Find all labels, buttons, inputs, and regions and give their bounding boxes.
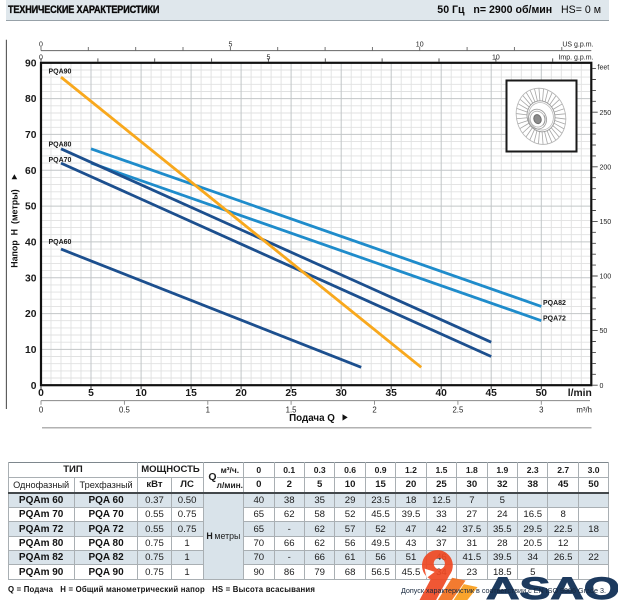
svg-text:50: 50 <box>25 202 37 213</box>
svg-text:0.5: 0.5 <box>119 406 131 415</box>
svg-text:40: 40 <box>25 238 37 249</box>
svg-text:90: 90 <box>25 58 37 69</box>
svg-text:45: 45 <box>485 388 497 399</box>
svg-text:0: 0 <box>600 383 604 390</box>
svg-text:10: 10 <box>416 41 424 48</box>
svg-text:PQA82: PQA82 <box>543 300 566 307</box>
svg-text:50: 50 <box>600 328 608 335</box>
svg-text:PQA80: PQA80 <box>49 142 72 149</box>
svg-text:PQA60: PQA60 <box>49 239 72 246</box>
svg-text:5: 5 <box>88 388 94 399</box>
svg-text:PQA90: PQA90 <box>49 68 72 75</box>
svg-text:80: 80 <box>25 94 37 105</box>
svg-text:3: 3 <box>539 406 543 415</box>
svg-text:0: 0 <box>31 381 37 392</box>
svg-text:35: 35 <box>385 388 397 399</box>
svg-text:200: 200 <box>600 164 612 171</box>
svg-text:150: 150 <box>600 219 612 226</box>
svg-text:0: 0 <box>38 388 44 399</box>
svg-text:0: 0 <box>39 406 44 415</box>
svg-text:60: 60 <box>25 166 37 177</box>
svg-text:Напор H (метры): Напор H (метры) <box>10 189 20 268</box>
svg-text:1.5: 1.5 <box>286 406 298 415</box>
svg-text:15: 15 <box>185 388 197 399</box>
svg-text:Подача Q: Подача Q <box>289 413 335 424</box>
svg-text:2: 2 <box>372 406 376 415</box>
svg-text:10: 10 <box>492 54 500 61</box>
svg-text:5: 5 <box>266 54 270 61</box>
svg-text:10: 10 <box>135 388 147 399</box>
svg-text:70: 70 <box>25 130 37 141</box>
svg-text:m³/h: m³/h <box>576 406 592 415</box>
svg-text:20: 20 <box>235 388 247 399</box>
svg-text:5: 5 <box>228 41 232 48</box>
svg-text:Imp. g.p.m.: Imp. g.p.m. <box>558 54 593 61</box>
svg-text:2.5: 2.5 <box>452 406 464 415</box>
svg-text:10: 10 <box>25 345 37 356</box>
svg-text:25: 25 <box>285 388 297 399</box>
svg-text:PQA72: PQA72 <box>543 315 566 322</box>
svg-text:20: 20 <box>25 309 37 320</box>
svg-text:feet: feet <box>598 65 610 72</box>
svg-text:40: 40 <box>435 388 447 399</box>
svg-text:1: 1 <box>206 406 210 415</box>
svg-text:PQA70: PQA70 <box>49 157 72 164</box>
svg-text:30: 30 <box>335 388 347 399</box>
svg-text:30: 30 <box>25 273 37 284</box>
svg-text:0: 0 <box>39 54 43 61</box>
svg-text:l/min: l/min <box>568 388 592 399</box>
svg-text:US g.p.m.: US g.p.m. <box>562 41 593 48</box>
svg-text:50: 50 <box>536 388 548 399</box>
svg-text:0: 0 <box>39 41 43 48</box>
svg-text:250: 250 <box>600 110 612 117</box>
svg-text:100: 100 <box>600 274 612 281</box>
